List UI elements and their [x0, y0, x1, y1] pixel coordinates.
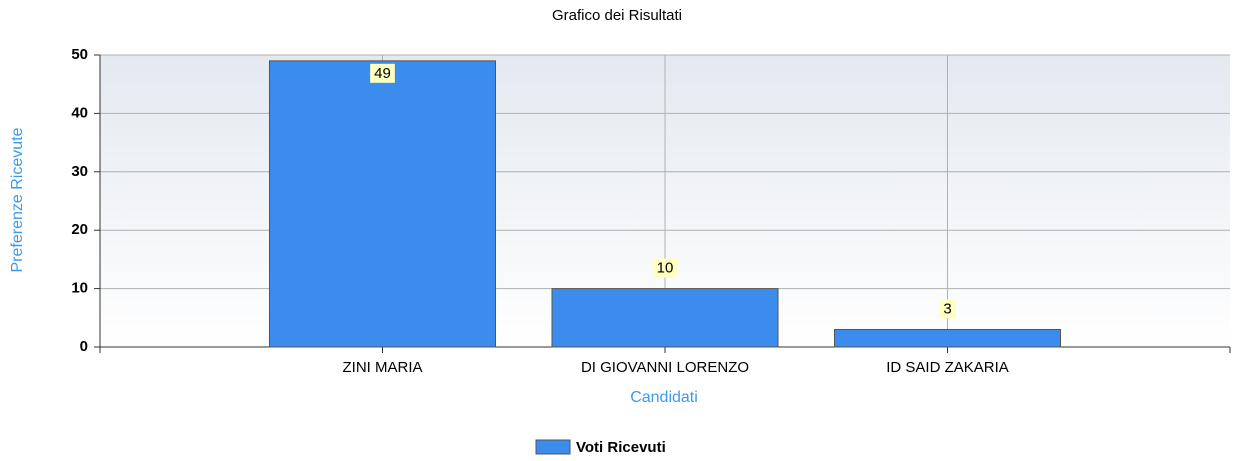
- y-tick-label: 30: [71, 163, 88, 180]
- data-label-box: [370, 63, 395, 83]
- x-tick-label: ZINI MARIA: [342, 359, 422, 376]
- y-axis-title: Preferenze Ricevute: [9, 127, 26, 272]
- y-tick-label: 0: [80, 338, 88, 355]
- y-tick-label: 40: [71, 104, 88, 121]
- data-label-box: [939, 299, 956, 319]
- data-label-box: [652, 258, 678, 278]
- x-tick-label: ID SAID ZAKARIA: [886, 359, 1009, 376]
- y-tick-label: 10: [71, 280, 88, 297]
- legend-label: Voti Ricevuti: [576, 439, 666, 456]
- bar: [551, 288, 779, 348]
- legend-swatch: [535, 439, 571, 455]
- y-tick-label: 20: [71, 221, 88, 238]
- chart-title: Grafico dei Risultati: [552, 7, 682, 24]
- data-label: 3: [943, 300, 951, 317]
- bar: [834, 328, 1061, 348]
- y-tick-label: 50: [71, 46, 88, 63]
- data-label: 10: [657, 260, 674, 277]
- data-label: 49: [374, 65, 391, 82]
- x-axis-title: Candidati: [630, 389, 698, 406]
- bar: [269, 60, 496, 348]
- x-tick-label: DI GIOVANNI LORENZO: [581, 359, 749, 376]
